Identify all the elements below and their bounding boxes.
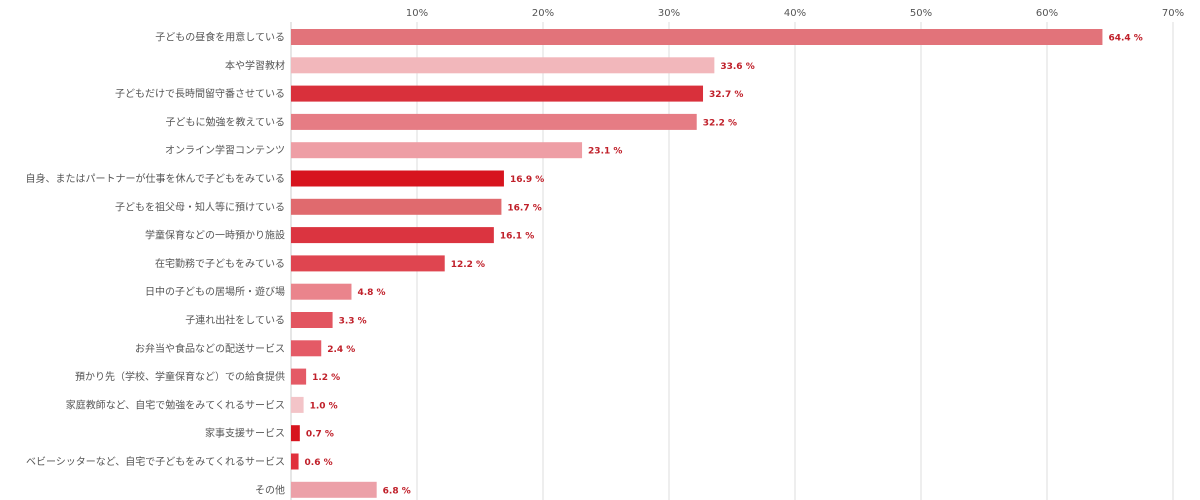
category-label: 子連れ出社をしている [185,314,285,327]
x-tick-label: 70% [1162,8,1184,19]
bar [291,368,307,385]
bar [291,85,704,102]
bar [291,113,697,130]
value-label: 12.2 % [451,260,485,270]
bar [291,57,715,74]
bar [291,142,583,159]
bars [291,29,1103,498]
value-label: 3.3 % [339,317,367,327]
value-label: 32.7 % [709,90,743,100]
value-label: 1.0 % [310,401,338,411]
value-label: 0.7 % [306,430,334,440]
category-labels: 子どもの昼食を用意している本や学習教材子どもだけで長時間留守番させている子どもに… [26,31,286,497]
x-tick-label: 60% [1036,8,1058,19]
x-tick-label: 10% [406,8,428,19]
value-label: 6.8 % [383,486,411,496]
bar [291,227,494,244]
category-label: その他 [255,483,285,496]
bar [291,283,352,300]
value-label: 23.1 % [588,147,622,157]
x-axis-ticks: 10% 20% 30% 40% 50% 60% 70% [406,8,1184,19]
x-tick-label: 40% [784,8,806,19]
value-label: 4.8 % [357,288,385,298]
category-label: 子どもの昼食を用意している [155,31,285,44]
value-label: 16.1 % [500,232,534,242]
value-label: 0.6 % [305,458,333,468]
value-label: 2.4 % [327,345,355,355]
x-tick-label: 20% [532,8,554,19]
bar [291,425,300,442]
value-label: 33.6 % [720,62,754,72]
value-labels: 64.4 % 33.6 % 32.7 % 32.2 % 23.1 % 16.9 % 16.7… [305,34,1143,497]
value-label: 16.9 % [510,175,544,185]
category-label: ベビーシッターなど、自宅で子どもをみてくれるサービス [26,455,285,468]
category-label: 預かり先（学校、学童保育など）での給食提供 [75,370,285,383]
bar [291,170,504,187]
x-tick-label: 50% [910,8,932,19]
category-label: 子どもを祖父母・知人等に預けている [115,200,285,213]
grid-layer [290,22,1174,500]
value-label: 32.2 % [703,118,737,128]
bar [291,396,304,413]
bar [291,481,377,498]
bar [291,340,322,357]
x-tick-label: 30% [658,8,680,19]
bar [291,312,333,328]
category-label: 家事支援サービス [205,427,285,440]
category-label: 子どもに勉強を教えている [166,115,286,128]
category-label: 在宅勤務で子どもをみている [155,257,285,270]
bar [291,29,1103,45]
category-label: 学童保育などの一時預かり施設 [145,229,285,242]
value-label: 1.2 % [312,373,340,383]
value-label: 64.4 % [1108,34,1142,44]
bar [291,255,445,272]
bar [291,453,299,470]
category-label: 家庭教師など、自宅で勉強をみてくれるサービス [66,398,285,411]
category-label: オンライン学習コンテンツ [165,144,285,157]
bar [291,198,502,215]
category-label: 子どもだけで長時間留守番させている [115,87,285,100]
category-label: お弁当や食品などの配送サービス [135,342,285,355]
category-label: 自身、またはパートナーが仕事を休んで子どもをみている [26,172,286,185]
category-label: 日中の子どもの居場所・遊び場 [145,285,285,298]
category-label: 本や学習教材 [225,59,285,72]
value-label: 16.7 % [507,203,541,213]
